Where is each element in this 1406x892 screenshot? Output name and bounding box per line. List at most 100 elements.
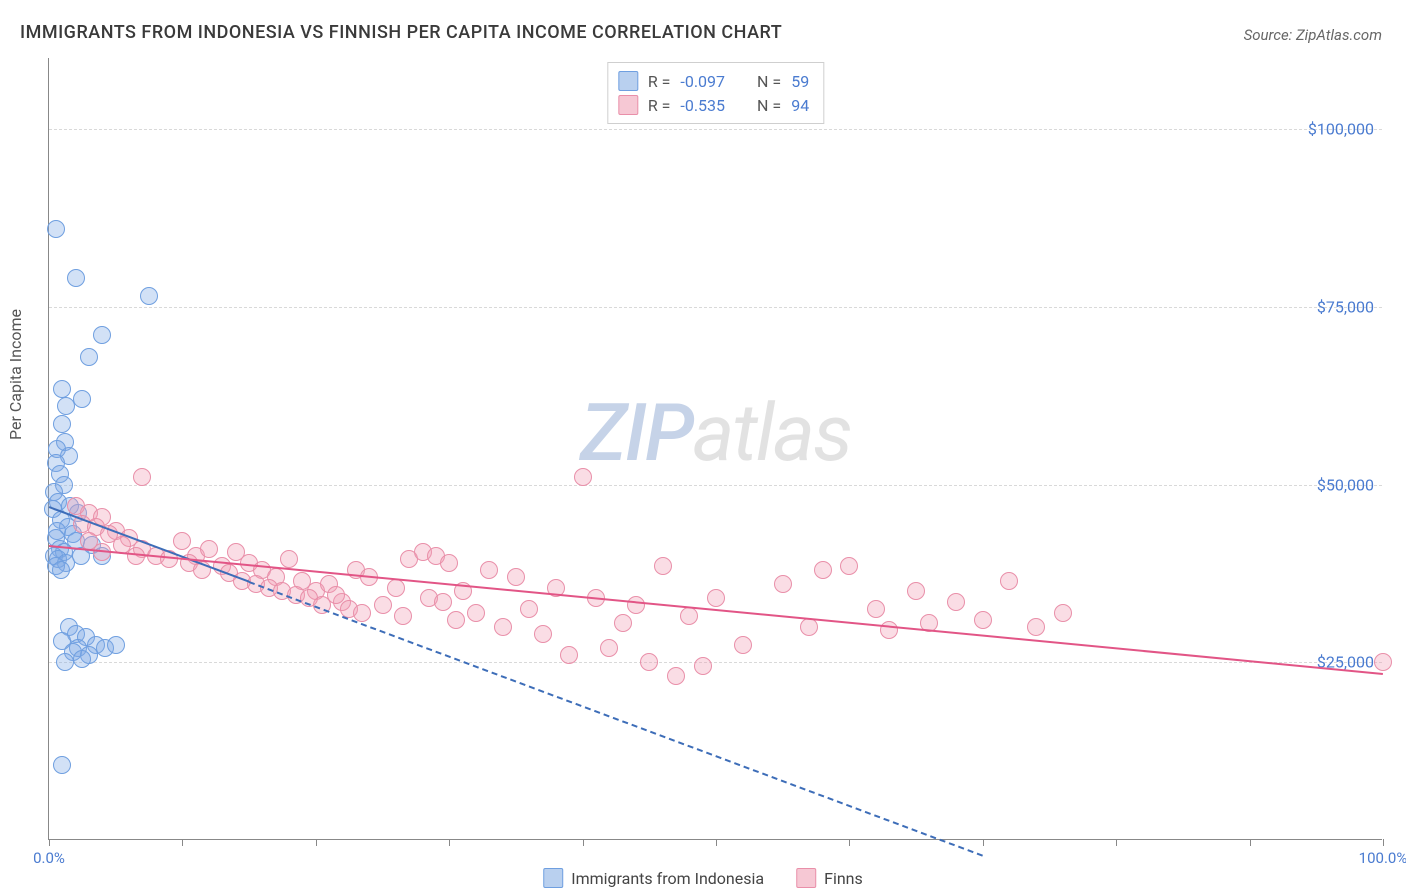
data-point [667, 667, 685, 685]
data-point [974, 611, 992, 629]
data-point [600, 639, 618, 657]
watermark: ZIPatlas [580, 386, 851, 480]
y-tick-label: $50,000 [1317, 475, 1374, 494]
data-point [1027, 618, 1045, 636]
data-point [353, 604, 371, 622]
x-tick-label: 100.0% [1359, 849, 1406, 867]
legend-row: R = -0.535 N = 94 [618, 93, 809, 117]
legend-swatch [618, 71, 638, 91]
y-tick-label: $75,000 [1317, 297, 1374, 316]
data-point [140, 287, 158, 305]
data-point [640, 653, 658, 671]
legend-swatch [796, 868, 816, 888]
data-point [907, 582, 925, 600]
chart-plot-area: ZIPatlas R =-0.097N =59R =-0.535N =94 $2… [48, 58, 1382, 840]
data-point [614, 614, 632, 632]
data-point [774, 575, 792, 593]
x-tick [983, 839, 984, 846]
data-point [53, 380, 71, 398]
data-point [1054, 604, 1072, 622]
data-point [447, 611, 465, 629]
data-point [53, 415, 71, 433]
data-point [867, 600, 885, 618]
data-point [52, 561, 70, 579]
series-legend-item: Immigrants from Indonesia [543, 868, 764, 888]
data-point [67, 269, 85, 287]
data-point [574, 468, 592, 486]
data-point [80, 348, 98, 366]
data-point [434, 593, 452, 611]
correlation-legend: R = -0.097 N = 59 R = -0.535 N = 94 [607, 62, 824, 124]
x-tick [1383, 839, 1384, 846]
legend-n-value: 59 [791, 72, 809, 91]
legend-n-value: 94 [791, 96, 809, 115]
x-tick [583, 839, 584, 846]
legend-swatch [543, 868, 563, 888]
x-tick [1250, 839, 1251, 846]
data-point [707, 589, 725, 607]
data-point [654, 557, 672, 575]
legend-r-label: R = [648, 72, 671, 91]
y-axis-title: Per Capita Income [6, 309, 25, 440]
x-tick [716, 839, 717, 846]
data-point [1000, 572, 1018, 590]
gridline [49, 307, 1382, 308]
data-point [133, 468, 151, 486]
x-tick-label: 0.0% [33, 849, 65, 867]
data-point [173, 532, 191, 550]
data-point [627, 596, 645, 614]
data-point [814, 561, 832, 579]
legend-r-value: -0.097 [680, 72, 725, 91]
data-point [560, 646, 578, 664]
legend-swatch [618, 95, 638, 115]
legend-r-label: R = [648, 96, 671, 115]
data-point [73, 390, 91, 408]
data-point [327, 586, 345, 604]
x-tick [1116, 839, 1117, 846]
x-tick [849, 839, 850, 846]
y-tick-label: $100,000 [1308, 120, 1374, 139]
data-point [734, 636, 752, 654]
data-point [534, 625, 552, 643]
legend-n-label: N = [757, 72, 781, 91]
data-point [387, 579, 405, 597]
data-point [840, 557, 858, 575]
data-point [394, 607, 412, 625]
data-point [694, 657, 712, 675]
series-legend-item: Finns [796, 868, 863, 888]
data-point [1374, 653, 1392, 671]
data-point [53, 756, 71, 774]
legend-n-label: N = [757, 96, 781, 115]
series-legend-label: Finns [824, 869, 863, 888]
gridline [49, 662, 1382, 663]
data-point [440, 554, 458, 572]
data-point [880, 621, 898, 639]
trend-line [49, 545, 1383, 675]
x-tick [316, 839, 317, 846]
gridline [49, 129, 1382, 130]
data-point [107, 636, 125, 654]
series-legend-label: Immigrants from Indonesia [571, 869, 764, 888]
legend-row: R = -0.097 N = 59 [618, 69, 809, 93]
data-point [56, 653, 74, 671]
data-point [73, 650, 91, 668]
data-point [374, 596, 392, 614]
series-legend: Immigrants from Indonesia Finns [543, 868, 863, 888]
data-point [520, 600, 538, 618]
x-tick [449, 839, 450, 846]
data-point [494, 618, 512, 636]
chart-title: IMMIGRANTS FROM INDONESIA VS FINNISH PER… [20, 22, 782, 43]
data-point [947, 593, 965, 611]
gridline [49, 485, 1382, 486]
legend-r-value: -0.535 [680, 96, 725, 115]
data-point [480, 561, 498, 579]
x-tick [182, 839, 183, 846]
x-tick [49, 839, 50, 846]
data-point [93, 326, 111, 344]
chart-source: Source: ZipAtlas.com [1244, 26, 1382, 44]
data-point [200, 540, 218, 558]
data-point [47, 220, 65, 238]
data-point [507, 568, 525, 586]
data-point [680, 607, 698, 625]
data-point [467, 604, 485, 622]
